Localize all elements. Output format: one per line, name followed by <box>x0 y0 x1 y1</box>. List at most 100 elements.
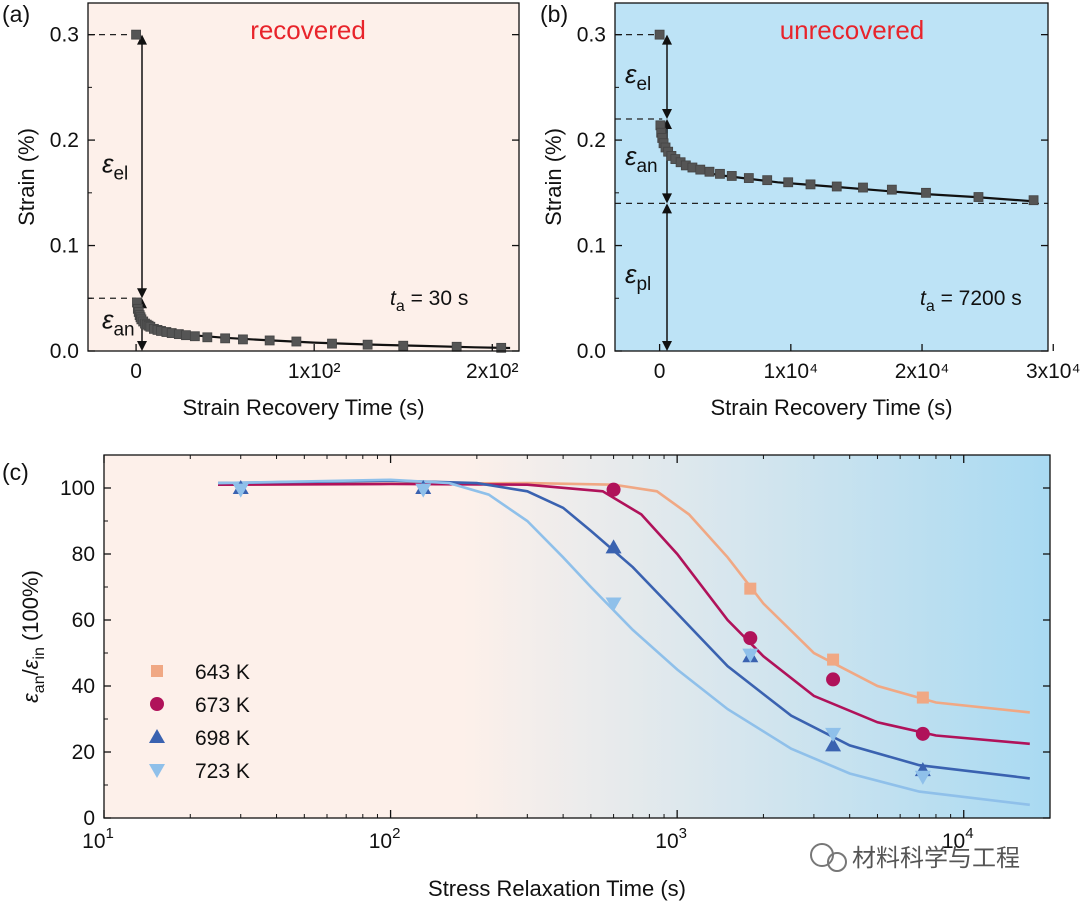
data-point <box>743 173 754 183</box>
data-point <box>291 336 302 347</box>
plot-frame <box>87 2 520 352</box>
data-point-723K <box>415 483 432 498</box>
data-point-643K <box>744 582 757 595</box>
data-point <box>220 333 231 344</box>
epsilon-pl-label: εpl <box>625 259 651 295</box>
panel-label: (b) <box>540 1 568 27</box>
y-tick-label: 0.3 <box>577 24 606 47</box>
data-point <box>762 175 773 186</box>
data-point <box>496 342 507 353</box>
data-point-723K <box>825 727 842 742</box>
data-point-643K <box>827 653 840 666</box>
data-point-673K <box>606 482 621 497</box>
elastic-arrow-head-top <box>137 34 147 45</box>
legend-label: 698 K <box>195 727 250 750</box>
data-point <box>726 171 737 181</box>
data-point <box>858 182 868 193</box>
plastic-arrow-head-top <box>662 203 672 214</box>
data-point-723K <box>742 648 759 663</box>
panel-b: εel εan εpl 0.0 0.1 0.2 0.3 0 1x10⁴ 2x10⁴ 3x10⁴ unr… <box>540 1 1080 420</box>
y-tick-label: 80 <box>72 543 95 566</box>
condition-annotation: recovered <box>250 15 366 45</box>
x-axis-label: Strain Recovery Time (s) <box>710 395 952 420</box>
y-tick-label: 0.3 <box>50 24 79 47</box>
anelastic-arrow-head-bottom <box>137 341 147 351</box>
data-point-673K <box>915 726 930 741</box>
y-axis-label: Strain (%) <box>14 128 39 226</box>
y-tick-label: 0.1 <box>50 235 79 258</box>
x-tick-label: 2x10² <box>466 360 519 383</box>
y-tick-label: 0.1 <box>577 235 606 258</box>
plot-background <box>88 3 519 351</box>
panel-label: (a) <box>2 1 30 27</box>
y-axis-label: εan/εin (100%) <box>18 570 48 703</box>
legend-marker-673K <box>150 697 164 711</box>
plastic-arrow-head-bottom <box>662 341 672 351</box>
data-point <box>704 166 715 177</box>
y-tick-label: 40 <box>72 675 95 698</box>
data-point <box>327 338 337 349</box>
data-point <box>886 184 897 195</box>
data-point-673K <box>743 631 758 646</box>
data-point <box>715 168 725 179</box>
ta-label: ta = 30 s <box>390 287 468 315</box>
legend-label: 673 K <box>195 694 250 717</box>
y-tick-label: 20 <box>72 741 95 764</box>
data-point <box>973 192 984 202</box>
legend-label: 643 K <box>195 661 250 684</box>
data-point <box>921 187 931 198</box>
y-tick-label: 0.2 <box>577 129 606 152</box>
data-point-673K <box>826 672 841 687</box>
watermark: 材料科学与工程 <box>810 843 1020 872</box>
data-point-723K <box>914 770 931 785</box>
epsilon-el-label: εel <box>102 148 128 184</box>
x-tick-label: 0 <box>130 360 142 383</box>
legend-marker-643K <box>151 665 163 677</box>
x-tick-label: 1x10² <box>288 360 341 383</box>
plot-frame <box>614 2 1049 352</box>
x-tick-label: 102 <box>369 825 401 853</box>
data-point <box>202 332 213 343</box>
fit-curve-673K <box>217 482 1030 746</box>
y-tick-label: 60 <box>72 609 95 632</box>
condition-annotation: unrecovered <box>780 15 925 45</box>
data-point <box>1028 195 1039 206</box>
data-point <box>131 29 141 40</box>
x-axis-label: Strain Recovery Time (s) <box>182 395 424 420</box>
legend-marker-698K <box>149 729 165 743</box>
data-point <box>654 29 665 40</box>
data-point <box>189 331 200 342</box>
y-tick-label: 0 <box>83 807 95 830</box>
epsilon-an-label: εan <box>625 141 658 177</box>
watermark-text: 材料科学与工程 <box>852 845 1020 872</box>
y-tick-label: 0.2 <box>50 129 79 152</box>
wechat-icon-bubble <box>827 852 847 872</box>
legend-label: 723 K <box>195 760 250 783</box>
x-tick-label: 3x10⁴ <box>1026 360 1080 383</box>
elastic-arrow-head-top <box>662 34 672 45</box>
data-point <box>695 164 706 175</box>
data-point-723K <box>232 483 249 498</box>
data-point <box>805 179 816 190</box>
fit-curve-698K <box>217 479 1030 780</box>
x-tick-label: 0 <box>654 360 666 383</box>
data-point <box>451 341 462 352</box>
y-tick-label: 100 <box>60 477 95 500</box>
legend-marker-723K <box>149 764 165 778</box>
wechat-icon <box>810 843 834 867</box>
epsilon-an-label: εan <box>102 305 135 341</box>
y-tick-label: 0.0 <box>50 340 79 363</box>
epsilon-el-label: εel <box>625 59 651 95</box>
panel-label: (c) <box>2 459 29 485</box>
x-tick-label: 103 <box>655 825 687 853</box>
x-tick-label: 101 <box>82 825 114 853</box>
anelastic-arrow-head-bottom <box>662 193 672 204</box>
y-axis-label: Strain (%) <box>541 128 566 226</box>
data-point <box>264 335 275 346</box>
elastic-arrow-head-bottom <box>662 109 672 119</box>
data-point <box>783 177 794 188</box>
elastic-arrow-head-bottom <box>137 288 147 299</box>
ta-label: ta = 7200 s <box>920 287 1022 315</box>
data-point-698K <box>825 737 842 752</box>
